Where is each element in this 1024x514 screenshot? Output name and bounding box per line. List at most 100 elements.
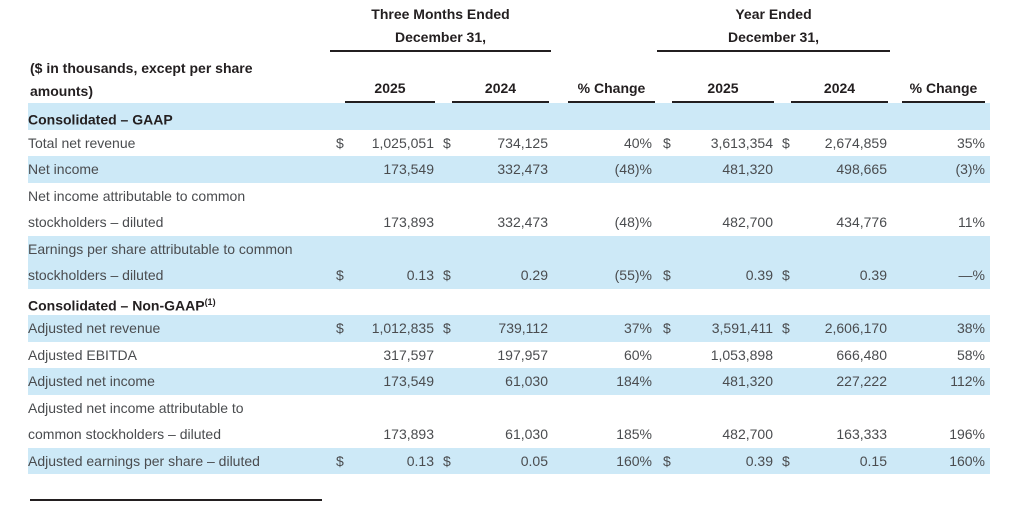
value-fy-2024: 0.39 <box>859 267 887 283</box>
dollar-sign-fy-2025 <box>657 342 679 369</box>
dollar-sign-fy-2024 <box>776 342 795 369</box>
table-header: Three Months Ended December 31, Year End… <box>28 3 990 103</box>
value-fy-2024: 0.15 <box>859 452 887 469</box>
row-label-line2: stockholders – diluted <box>28 214 164 230</box>
dollar-sign-q-2025 <box>330 421 352 448</box>
value-q-2024: 0.29 <box>520 267 548 283</box>
value-fy-2024: 498,665 <box>836 161 887 177</box>
value-q-2025: 173,549 <box>383 161 434 177</box>
pct-change-fy: 112% <box>950 373 985 389</box>
dollar-sign-fy-2025: $ <box>663 452 671 469</box>
pct-change-q: 60% <box>623 346 652 363</box>
value-q-2024: 734,125 <box>497 134 548 151</box>
row-label: Net income <box>28 161 99 177</box>
value-fy-2024: 2,674,859 <box>824 134 887 151</box>
row-label: Adjusted net revenue <box>28 320 161 336</box>
row-label-line1: Earnings per share attributable to commo… <box>28 240 293 257</box>
value-fy-2024: 434,776 <box>836 214 887 230</box>
dollar-sign-fy-2025 <box>657 368 679 395</box>
dollar-sign-fy-2024 <box>776 209 795 236</box>
value-fy-2024: 227,222 <box>836 373 887 389</box>
value-fy-2024: 163,333 <box>836 426 887 442</box>
pct-change-fy: 58% <box>956 346 985 363</box>
dollar-sign-q-2024: $ <box>443 452 451 469</box>
value-fy-2025: 0.39 <box>745 267 773 283</box>
value-q-2025: 0.13 <box>406 452 434 469</box>
col-group-subtitle: December 31, <box>727 29 820 45</box>
column-labels-row: 2025 2024 % Change 2025 2024 % Change <box>28 78 990 103</box>
table-row: Adjusted net income 173,549 61,030 184% … <box>28 368 990 395</box>
col-header-fy-2024: 2024 <box>791 78 888 103</box>
row-label: Adjusted earnings per share – diluted <box>28 452 260 469</box>
section-header: Consolidated – Non-GAAP(1) <box>28 289 330 316</box>
pct-change-q: 160% <box>616 452 652 469</box>
table-row-section-gaap: Consolidated – GAAP <box>28 103 990 130</box>
table-row: Adjusted earnings per share – diluted $ … <box>28 447 990 474</box>
pct-change-q: (48)% <box>614 161 652 177</box>
row-label: Adjusted EBITDA <box>28 346 137 363</box>
table-row: Net income 173,549 332,473 (48)% 481,320… <box>28 156 990 183</box>
pct-change-fy: 35% <box>956 134 985 151</box>
dollar-sign-q-2024: $ <box>443 267 451 283</box>
dollar-sign-q-2025: $ <box>336 134 344 151</box>
dollar-sign-fy-2025: $ <box>663 267 671 283</box>
pct-change-fy: 160% <box>949 452 985 469</box>
footnote-rule <box>30 499 322 501</box>
dollar-sign-q-2025 <box>330 209 352 236</box>
dollar-sign-fy-2024 <box>776 368 795 395</box>
value-q-2025: 1,012,835 <box>371 320 434 336</box>
pct-change-fy: 196% <box>949 426 985 442</box>
table-row: Total net revenue $ 1,025,051 $ 734,125 … <box>28 130 990 157</box>
units-note-line2: amounts) <box>30 83 93 99</box>
value-fy-2025: 482,700 <box>722 426 773 442</box>
value-q-2025: 173,549 <box>383 373 434 389</box>
dollar-sign-fy-2025 <box>657 209 679 236</box>
dollar-sign-fy-2025: $ <box>663 134 671 151</box>
dollar-sign-q-2024 <box>437 342 459 369</box>
value-q-2024: 0.05 <box>520 452 548 469</box>
value-fy-2025: 481,320 <box>722 373 773 389</box>
financial-results-table: Three Months Ended December 31, Year End… <box>28 0 990 501</box>
value-q-2024: 197,957 <box>497 346 548 363</box>
section-header: Consolidated – GAAP <box>28 103 330 130</box>
dollar-sign-q-2024 <box>437 209 459 236</box>
dollar-sign-fy-2024: $ <box>782 452 790 469</box>
value-fy-2025: 0.39 <box>745 452 773 469</box>
section-label: Consolidated – GAAP <box>28 111 173 128</box>
row-label-line2: stockholders – diluted <box>28 267 164 283</box>
col-group-subtitle: December 31, <box>394 29 487 45</box>
row-label: Total net revenue <box>28 134 136 151</box>
dollar-sign-q-2024 <box>437 156 459 183</box>
dollar-sign-fy-2024: $ <box>782 267 790 283</box>
value-fy-2025: 481,320 <box>722 161 773 177</box>
row-label-line2: common stockholders – diluted <box>28 426 221 442</box>
table-row: Adjusted net income attributable to comm… <box>28 395 990 448</box>
dollar-sign-q-2025: $ <box>336 320 344 336</box>
section-label: Consolidated – Non-GAAP <box>28 297 205 314</box>
pct-change-fy: —% <box>958 267 985 283</box>
dollar-sign-q-2025: $ <box>336 452 344 469</box>
dollar-sign-fy-2024 <box>776 421 795 448</box>
value-fy-2024: 2,606,170 <box>824 320 887 336</box>
units-note-line1: ($ in thousands, except per share <box>30 60 253 76</box>
row-label-line1: Adjusted net income attributable to <box>28 399 244 416</box>
value-q-2025: 317,597 <box>383 346 434 363</box>
dollar-sign-q-2025 <box>330 342 352 369</box>
value-fy-2025: 1,053,898 <box>710 346 773 363</box>
value-q-2024: 332,473 <box>497 161 548 177</box>
dollar-sign-q-2024: $ <box>443 320 451 336</box>
row-label: Adjusted net income <box>28 373 155 389</box>
table-row: Earnings per share attributable to commo… <box>28 235 990 289</box>
col-header-q-pct-change: % Change <box>568 78 655 103</box>
pct-change-fy: 11% <box>958 214 985 230</box>
value-q-2025: 1,025,051 <box>371 134 434 151</box>
col-header-q-2024: 2024 <box>452 78 549 103</box>
col-group-title: Year Ended <box>735 6 812 22</box>
dollar-sign-fy-2025: $ <box>663 320 671 336</box>
value-q-2024: 61,030 <box>505 373 548 389</box>
value-q-2024: 61,030 <box>505 426 548 442</box>
col-group-title: Three Months Ended <box>371 6 510 22</box>
col-group-three-months-ended: Three Months Ended December 31, <box>330 3 551 52</box>
dollar-sign-q-2025 <box>330 368 352 395</box>
value-q-2025: 173,893 <box>383 214 434 230</box>
